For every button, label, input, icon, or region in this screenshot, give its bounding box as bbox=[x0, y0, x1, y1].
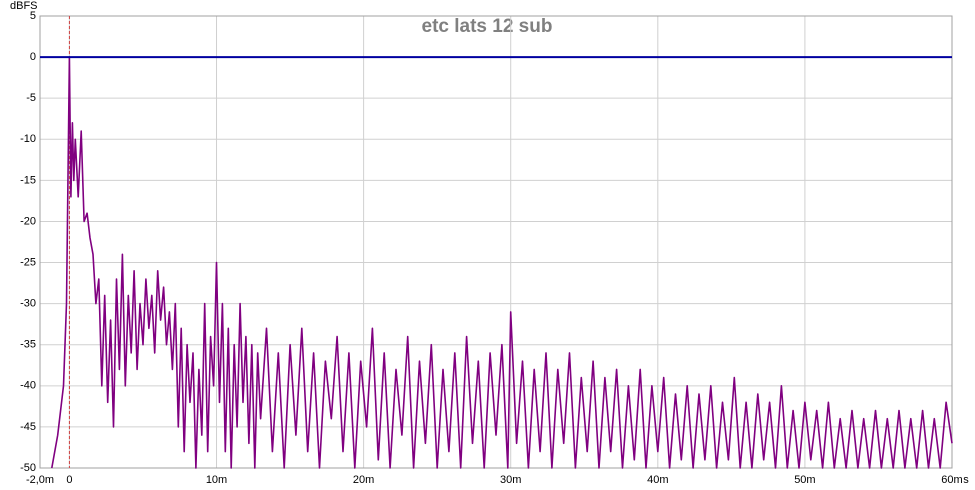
x-tick-label: -2,0m bbox=[26, 474, 54, 486]
y-tick-label: 0 bbox=[30, 51, 36, 63]
y-tick-label: -10 bbox=[20, 133, 36, 145]
y-tick-label: -15 bbox=[20, 174, 36, 186]
x-tick-label: 50m bbox=[794, 474, 815, 486]
y-tick-label: 5 bbox=[30, 10, 36, 22]
x-tick-label: 40m bbox=[647, 474, 668, 486]
plot-frame bbox=[39, 15, 953, 469]
y-tick-label: -35 bbox=[20, 339, 36, 351]
x-tick-label: 30m bbox=[500, 474, 521, 486]
x-tick-label: 0 bbox=[66, 474, 72, 486]
y-tick-label: -40 bbox=[20, 380, 36, 392]
chart-title: etc lats 12 sub bbox=[422, 16, 553, 37]
x-tick-label: 60m bbox=[941, 474, 962, 486]
y-tick-label: -5 bbox=[26, 92, 36, 104]
y-axis-label: dBFS bbox=[10, 0, 38, 12]
series-line bbox=[51, 56, 953, 469]
x-tick-label: 20m bbox=[353, 474, 374, 486]
y-tick-label: -20 bbox=[20, 215, 36, 227]
x-tick-label: 10m bbox=[206, 474, 227, 486]
y-tick-label: -30 bbox=[20, 298, 36, 310]
y-tick-label: -50 bbox=[20, 462, 36, 474]
x-axis-unit: s bbox=[963, 474, 969, 486]
y-tick-label: -25 bbox=[20, 256, 36, 268]
y-tick-label: -45 bbox=[20, 421, 36, 433]
